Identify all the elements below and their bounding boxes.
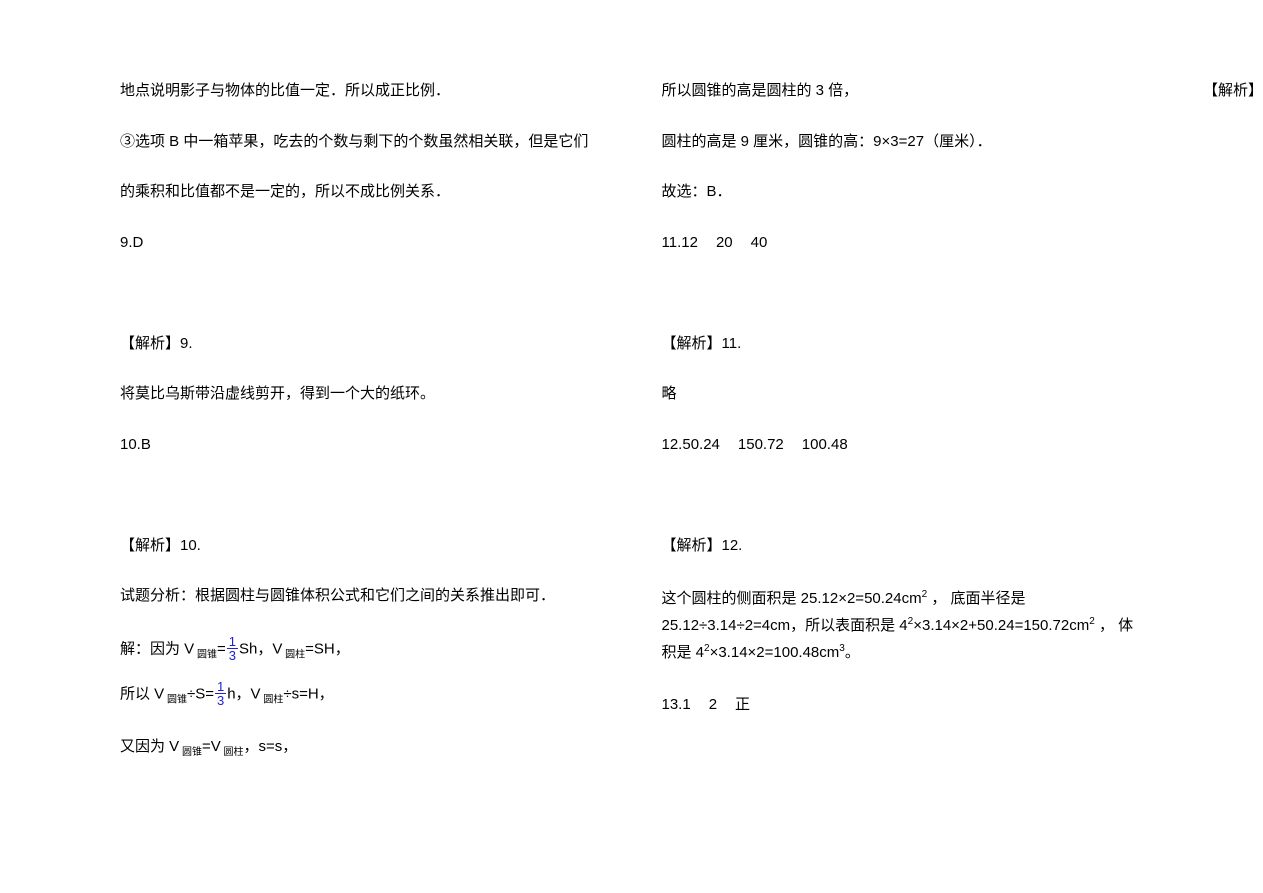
answer-13: 13.1 2 正 [662,694,1144,717]
subscript: 圆锥 [179,747,202,758]
text: 解：因为 V [120,640,194,657]
text: =SH， [305,640,350,657]
document-content: 地点说明影子与物体的比值一定．所以成正比例． ③选项 B 中一箱苹果，吃去的个数… [120,80,1143,780]
text: 又因为 V [120,738,179,755]
text: =V [202,738,221,755]
paragraph: 将莫比乌斯带沿虚线剪开，得到一个大的纸环。 [120,383,602,406]
text: 12.50.24 [662,436,720,453]
paragraph: 略 [662,383,1144,406]
answer-12: 12.50.24 150.72 100.48 [662,434,1144,457]
fraction: 13 [227,635,238,662]
subscript: 圆柱 [261,694,284,705]
text: 40 [751,234,768,251]
formula-line-1: 解：因为 V 圆锥=13Sh，V 圆柱=SH， [120,636,602,663]
text: 150.72 [738,436,784,453]
text: 2=4cm，所以表面积是 4 [745,617,908,634]
analysis-label-12: 【解析】12. [662,535,1144,558]
answer-10: 10.B [120,434,602,457]
text: 100.48 [802,436,848,453]
subscript: 圆柱 [282,649,305,660]
analysis-label-11: 【解析】11. [662,333,1144,356]
spacer [662,484,1144,507]
text: ×3.14×2+50.24=150.72cm [913,617,1089,634]
answer-11: 11.12 20 40 [662,232,1144,255]
denominator: 3 [227,649,238,662]
analysis-label-10: 【解析】10. [120,535,602,558]
text: 所以 V [120,685,164,702]
text: 3.14×2=100.48cm [718,644,839,661]
text: = [217,640,226,657]
fraction: 13 [215,680,226,707]
text: 13.1 [662,696,691,713]
text: 这个圆柱的侧面积是 25.12×2=50.24cm [662,590,922,607]
paragraph: ③选项 B 中一箱苹果，吃去的个数与剩下的个数虽然相关联，但是它们 [120,131,602,154]
subscript: 圆锥 [194,649,217,660]
paragraph: 地点说明影子与物体的比值一定．所以成正比例． [120,80,602,103]
spacer [120,484,602,507]
subscript: 圆锥 [164,694,187,705]
text: 20 [716,234,733,251]
text: ÷S= [187,685,214,702]
text: 。 [845,644,860,661]
analysis-label-13: 【解析】13. [1203,80,1263,103]
text: Sh，V [239,640,282,657]
analysis-12-body: 这个圆柱的侧面积是 25.12×2=50.24cm2 ， 底面半径是 25.12… [662,585,1144,666]
text: 正 [735,696,750,713]
subscript: 圆柱 [221,747,244,758]
text: ÷s=H， [283,685,333,702]
text: h，V [227,685,260,702]
analysis-label-9: 【解析】9. [120,333,602,356]
numerator: 1 [227,635,238,649]
paragraph: 的乘积和比值都不是一定的，所以不成比例关系． [120,181,602,204]
text: 11.12 [662,234,698,251]
numerator: 1 [215,680,226,694]
paragraph: 圆柱的高是 9 厘米，圆锥的高：9×3=27（厘米）． [662,131,1144,154]
paragraph: 故选：B． [662,181,1144,204]
formula-line-2: 所以 V 圆锥÷S=13h，V 圆柱÷s=H， [120,681,602,708]
spacer [662,745,1144,768]
spacer [120,282,602,305]
formula-line-3: 又因为 V 圆锥=V 圆柱，s=s， [120,736,602,760]
spacer [662,282,1144,305]
paragraph: 试题分析：根据圆柱与圆锥体积公式和它们之间的关系推出即可． [120,585,602,608]
text: ，s=s， [244,738,298,755]
denominator: 3 [215,694,226,707]
answer-9: 9.D [120,232,602,255]
text: 2 [709,696,717,713]
paragraph: 所以圆锥的高是圆柱的 3 倍， [662,80,1144,103]
